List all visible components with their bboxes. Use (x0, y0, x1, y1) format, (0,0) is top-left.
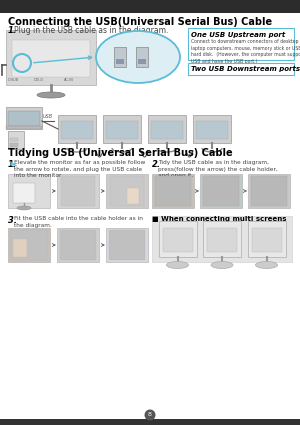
FancyBboxPatch shape (151, 121, 183, 139)
FancyBboxPatch shape (163, 228, 193, 252)
FancyBboxPatch shape (106, 174, 148, 208)
FancyBboxPatch shape (109, 230, 145, 260)
FancyBboxPatch shape (6, 107, 42, 129)
FancyBboxPatch shape (138, 59, 146, 64)
FancyBboxPatch shape (251, 228, 281, 252)
Text: Connect to downstream connectors of desktop or
laptop computers, mouse, memory s: Connect to downstream connectors of desk… (191, 39, 300, 64)
Ellipse shape (37, 92, 65, 98)
FancyBboxPatch shape (152, 174, 194, 208)
FancyBboxPatch shape (152, 216, 292, 262)
FancyBboxPatch shape (10, 138, 18, 141)
FancyBboxPatch shape (6, 30, 96, 85)
FancyBboxPatch shape (10, 143, 18, 147)
FancyBboxPatch shape (8, 174, 50, 208)
FancyBboxPatch shape (114, 47, 126, 67)
FancyBboxPatch shape (6, 126, 42, 129)
FancyBboxPatch shape (110, 176, 144, 206)
Ellipse shape (211, 261, 233, 269)
FancyBboxPatch shape (0, 419, 300, 425)
FancyBboxPatch shape (106, 228, 148, 262)
Text: 3.: 3. (8, 216, 17, 225)
FancyBboxPatch shape (155, 176, 191, 206)
FancyBboxPatch shape (158, 221, 196, 257)
FancyBboxPatch shape (200, 174, 242, 208)
FancyBboxPatch shape (203, 221, 241, 257)
Text: 1.: 1. (8, 26, 17, 35)
Ellipse shape (96, 31, 180, 83)
FancyBboxPatch shape (136, 47, 148, 67)
FancyBboxPatch shape (196, 121, 228, 139)
FancyBboxPatch shape (207, 228, 237, 252)
Text: One USB Upstream port: One USB Upstream port (191, 32, 285, 38)
FancyBboxPatch shape (11, 230, 47, 260)
FancyBboxPatch shape (248, 221, 286, 257)
FancyBboxPatch shape (8, 228, 50, 262)
FancyBboxPatch shape (12, 40, 90, 77)
FancyBboxPatch shape (60, 230, 96, 260)
FancyBboxPatch shape (57, 228, 99, 262)
Text: D-SUB: D-SUB (8, 78, 19, 82)
FancyBboxPatch shape (188, 28, 294, 60)
FancyBboxPatch shape (188, 63, 294, 75)
Text: AC-IN: AC-IN (64, 78, 74, 82)
FancyBboxPatch shape (58, 115, 96, 143)
FancyBboxPatch shape (116, 59, 124, 64)
FancyBboxPatch shape (251, 176, 287, 206)
FancyBboxPatch shape (148, 115, 186, 143)
Text: Tidying USB (Universal Serial Bus) Cable: Tidying USB (Universal Serial Bus) Cable (8, 148, 232, 158)
Text: Fit the USB cable into the cable holder as in
the diagram.: Fit the USB cable into the cable holder … (14, 216, 143, 228)
Ellipse shape (167, 261, 188, 269)
FancyBboxPatch shape (57, 174, 99, 208)
FancyBboxPatch shape (8, 131, 24, 149)
FancyBboxPatch shape (8, 111, 40, 126)
FancyBboxPatch shape (193, 115, 231, 143)
FancyBboxPatch shape (13, 239, 27, 257)
FancyBboxPatch shape (248, 174, 290, 208)
Text: Tidy the USB cable as in the diagram,
press(follow the arrow) the cable holder,
: Tidy the USB cable as in the diagram, pr… (158, 160, 278, 178)
Ellipse shape (256, 261, 278, 269)
FancyBboxPatch shape (61, 176, 95, 206)
Text: DVI-D: DVI-D (34, 78, 44, 82)
FancyBboxPatch shape (106, 121, 138, 139)
FancyBboxPatch shape (203, 176, 239, 206)
FancyBboxPatch shape (127, 188, 139, 204)
Ellipse shape (17, 206, 31, 210)
Text: 8: 8 (148, 413, 152, 417)
Text: USB: USB (43, 114, 53, 119)
Text: Plug in the USB cable as in the diagram.: Plug in the USB cable as in the diagram. (14, 26, 168, 35)
FancyBboxPatch shape (13, 183, 35, 203)
Text: Use USB programs: Use USB programs (6, 2, 85, 11)
FancyBboxPatch shape (61, 121, 93, 139)
Circle shape (145, 410, 155, 420)
Text: Connecting the USB(Universal Serial Bus) Cable: Connecting the USB(Universal Serial Bus)… (8, 17, 272, 27)
FancyBboxPatch shape (103, 115, 141, 143)
Text: Elevate the monitor as far as possible follow
the arrow to rotate, and plug the : Elevate the monitor as far as possible f… (14, 160, 145, 178)
Text: 2.: 2. (152, 160, 161, 169)
Text: ■ When connecting multi screens: ■ When connecting multi screens (152, 216, 286, 222)
Text: 1.: 1. (8, 160, 17, 169)
FancyBboxPatch shape (0, 0, 300, 13)
Text: Two USB Downstream ports: Two USB Downstream ports (191, 66, 300, 72)
